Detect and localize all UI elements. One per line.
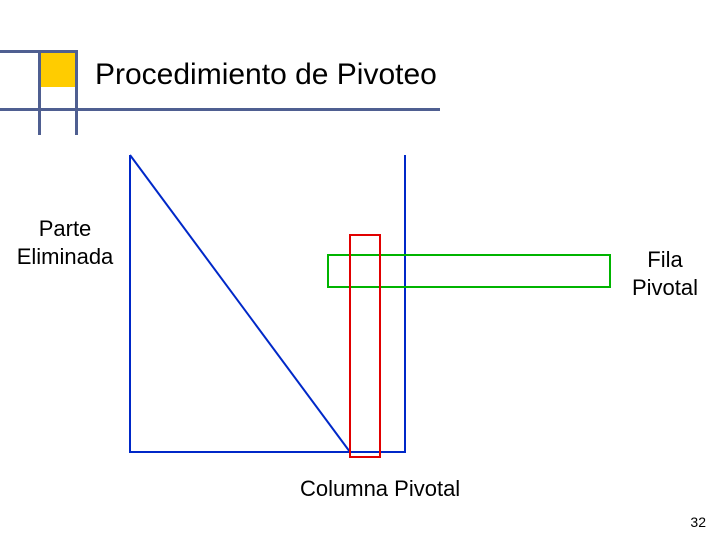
label-fila-pivotal: Fila Pivotal [620,246,710,301]
pivot-column-rect [350,235,380,457]
label-fila-pivotal-l2: Pivotal [632,275,698,300]
label-parte-eliminada: Parte Eliminada [10,215,120,270]
eliminated-diagonal [130,155,350,452]
label-columna-pivotal: Columna Pivotal [300,475,460,503]
label-parte-eliminada-l1: Parte [39,216,92,241]
label-fila-pivotal-l1: Fila [647,247,682,272]
pivot-diagram [0,0,720,540]
matrix-outline [130,155,405,452]
page-number: 32 [690,514,706,530]
label-parte-eliminada-l2: Eliminada [17,244,114,269]
pivot-row-rect [328,255,610,287]
